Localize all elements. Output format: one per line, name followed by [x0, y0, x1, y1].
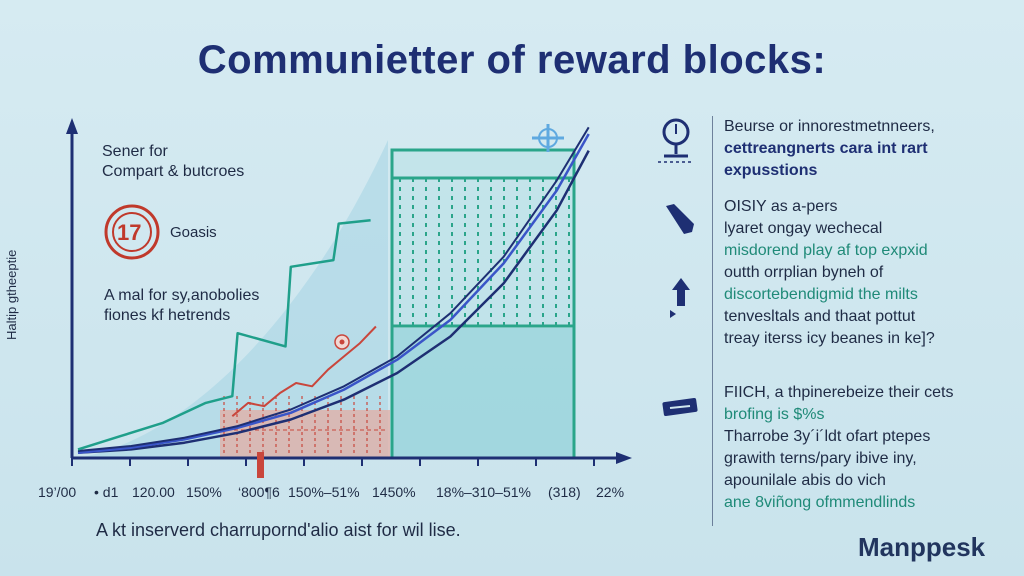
series-layer — [77, 126, 590, 454]
annotation-line-3: A mal for sy,anobolies — [104, 287, 260, 304]
vertical-bar-grid — [390, 148, 576, 458]
x-tick-label-2: 120.00 — [132, 484, 175, 500]
bar-block-lower-fill — [392, 328, 574, 458]
light-area-fill — [78, 140, 388, 458]
annotation-line-2: Compart & butcroes — [102, 163, 245, 180]
x-tick-label-0: 19’/00 — [38, 484, 77, 500]
sun-badge-icon: 17 — [104, 204, 160, 260]
magnifier-icon — [658, 118, 694, 163]
right-block-2-line-6: tenvesltals and thaat pottut — [724, 308, 916, 325]
right-block-2-line-7: treay iterss icy beanes in ke]? — [724, 330, 935, 347]
x-tick-label-1: • d1 — [94, 484, 119, 500]
x-tick-label-6: 1450% — [372, 484, 416, 500]
x-tick-label-7: 18%–310–51% — [436, 484, 531, 500]
series-line-1 — [77, 150, 590, 454]
series-line-4 — [77, 219, 371, 451]
series-line-2 — [77, 133, 590, 454]
y-axis-label: Haltip gtheeptie — [4, 249, 19, 341]
right-block-1-line-3: expusstions — [724, 162, 818, 179]
right-block-3-line-3: Tharrobe 3y´i´ldt ofart ptepes — [724, 428, 931, 445]
right-block-2-line-1: OISIY as a-pers — [724, 198, 838, 215]
right-block-1: Beurse or innorestmetnneers, cettreangne… — [724, 116, 935, 182]
red-marker — [257, 452, 264, 478]
svg-text:17: 17 — [117, 220, 141, 245]
right-block-2-line-5: discortebendigmid the milts — [724, 286, 918, 303]
right-block-3-line-4: grawith terns/pary ibive iny, — [724, 450, 917, 467]
right-block-2-line-3: misdorend play af top expxid — [724, 242, 928, 259]
right-block-1-line-2: cettreangnerts cara int rart — [724, 140, 928, 157]
x-tick-marks — [71, 458, 595, 466]
chart-caption: A kt inserverd charrupornd'alio aist for… — [96, 520, 461, 540]
upload-arrow-icon — [670, 278, 690, 318]
page-title: Communietter of reward blocks: — [197, 38, 827, 82]
red-step-fill — [220, 410, 390, 458]
x-tick-label-5: 150%–51% — [288, 484, 360, 500]
brand-logo-text: Manppesk — [858, 532, 986, 562]
right-block-2: OISIY as a-pers lyaret ongay wechecal mi… — [724, 196, 935, 350]
x-axis-arrow — [616, 452, 632, 464]
right-block-2-line-2: lyaret ongay wechecal — [724, 220, 883, 237]
annotation-line-4: fiones kf hetrends — [104, 307, 231, 324]
small-diamond-icon — [334, 334, 350, 350]
right-block-3-line-5: apounilale abis do vich — [724, 472, 886, 489]
y-axis-arrow — [66, 118, 78, 134]
badge-label: Goasis — [170, 224, 217, 241]
right-block-3: FIICH, a thpinerebeize their cets brofin… — [724, 382, 953, 514]
phone-icon — [666, 204, 694, 234]
right-block-1-line-1: Beurse or innorestmetnneers, — [724, 118, 935, 135]
x-tick-label-3: 150% — [186, 484, 222, 500]
bar-grid-frame — [390, 148, 576, 458]
series-line-5 — [231, 325, 377, 417]
right-block-3-line-1: FIICH, a thpinerebeize their cets — [724, 384, 954, 401]
right-block-2-line-4: outth orrplian byneh of — [724, 264, 884, 281]
x-tick-label-9: 22% — [596, 484, 625, 500]
x-tick-label-8: (318) — [548, 484, 581, 500]
plus-target-icon — [532, 124, 564, 152]
right-block-3-line-6: ane 8viñong ofmmendlinds — [724, 494, 916, 511]
x-tick-label-4: ‘800¶6 — [238, 484, 280, 500]
annotation-line-1: Sener for — [102, 143, 168, 160]
series-line-3 — [77, 126, 590, 452]
card-icon — [662, 397, 698, 417]
panel-divider — [712, 116, 713, 526]
right-block-3-line-2: brofing is $%s — [724, 406, 825, 423]
